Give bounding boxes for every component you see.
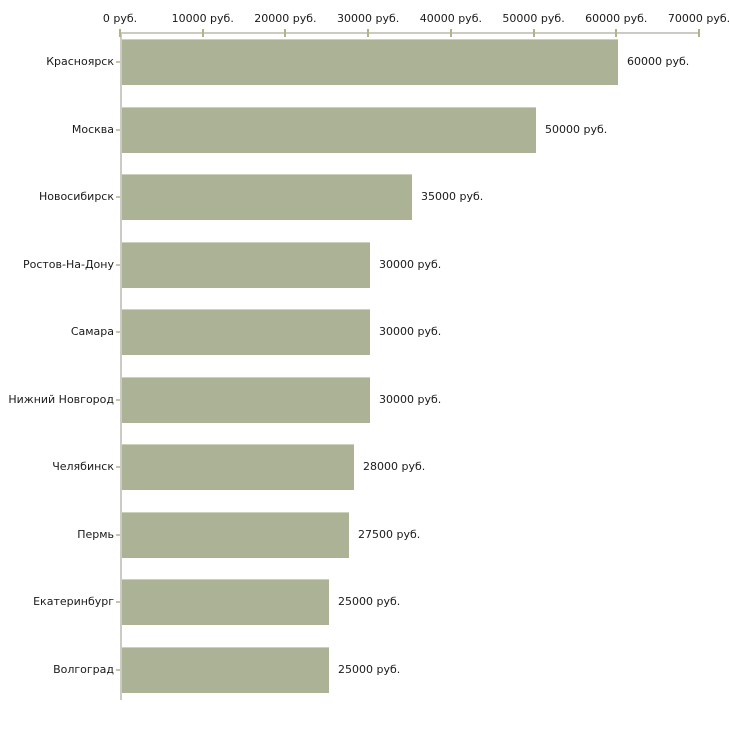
value-label-4: 30000 руб. (379, 257, 442, 271)
category-label-2: Москва (71, 122, 114, 136)
x-axis-tick-label: 60000 руб. (585, 12, 648, 25)
y-axis-tick (116, 398, 120, 401)
x-axis-tick (119, 29, 121, 37)
category-label-8: Пермь (77, 527, 114, 541)
x-axis-tick (284, 29, 287, 37)
value-label-9: 25000 руб. (338, 595, 401, 608)
bar-6 (122, 376, 370, 423)
y-axis-tick (116, 61, 120, 63)
x-axis-tick-label: 0 руб. (102, 12, 138, 25)
y-axis-tick (116, 668, 120, 671)
value-label-1: 60000 руб. (627, 55, 690, 68)
value-label-10: 25000 руб. (338, 662, 401, 676)
category-label-9: Екатеринбург (33, 595, 114, 608)
bar-2 (122, 106, 536, 153)
value-label-5: 30000 руб. (379, 325, 442, 338)
y-axis-tick (116, 533, 120, 536)
x-axis-tick (449, 29, 452, 37)
x-axis-tick (532, 29, 535, 37)
x-axis-tick-label: 10000 руб. (171, 12, 234, 25)
category-label-6: Нижний Новгород (8, 392, 114, 406)
x-axis-tick (615, 29, 618, 37)
y-axis-tick (116, 196, 120, 198)
bar-5 (122, 309, 370, 355)
bar-9 (122, 579, 329, 625)
value-label-6: 30000 руб. (379, 392, 442, 406)
x-axis-tick-label: 50000 руб. (502, 12, 565, 25)
x-axis-tick (698, 29, 700, 37)
value-label-7: 28000 руб. (363, 460, 426, 473)
bar-1 (122, 39, 618, 85)
category-label-4: Ростов-На-Дону (22, 257, 114, 271)
x-axis-line (120, 32, 700, 34)
x-axis-tick-label: 70000 руб. (667, 12, 730, 25)
y-axis-tick (116, 263, 120, 266)
y-axis-tick (116, 466, 120, 468)
y-axis-tick (116, 331, 120, 333)
category-label-1: Красноярск (46, 55, 114, 68)
category-label-7: Челябинск (52, 460, 114, 473)
bar-3 (122, 174, 412, 220)
x-axis-tick (201, 29, 204, 37)
x-axis-tick (367, 29, 370, 37)
bar-4 (122, 241, 370, 288)
y-axis-line (120, 32, 122, 700)
x-axis-tick-label: 30000 руб. (337, 12, 400, 25)
x-axis-tick-label: 20000 руб. (254, 12, 317, 25)
bar-10 (122, 646, 329, 693)
value-label-2: 50000 руб. (545, 122, 608, 136)
category-label-5: Самара (70, 325, 114, 338)
value-label-8: 27500 руб. (358, 527, 421, 541)
x-axis-tick-label: 40000 руб. (419, 12, 482, 25)
bar-8 (122, 511, 349, 558)
y-axis-tick (116, 128, 120, 131)
value-label-3: 35000 руб. (421, 190, 484, 203)
category-label-10: Волгоград (53, 662, 114, 676)
bar-7 (122, 444, 354, 490)
category-label-3: Новосибирск (38, 190, 114, 203)
y-axis-tick (116, 601, 120, 603)
